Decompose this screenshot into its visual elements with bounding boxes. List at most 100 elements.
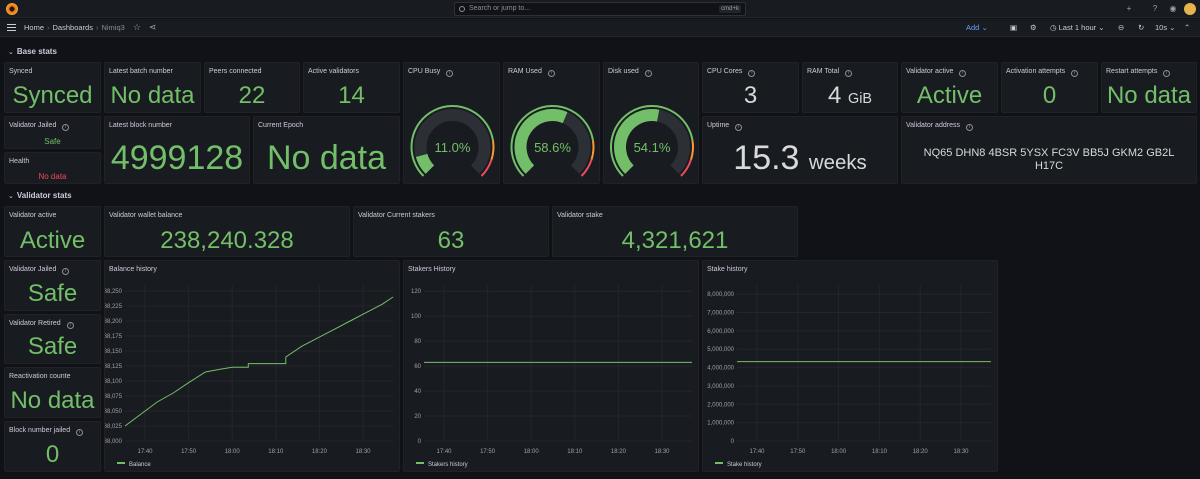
x-tick-label: 17:50 [480, 449, 496, 455]
refresh-interval[interactable]: 10s ⌄ [1155, 23, 1176, 32]
legend-label: Stake history [727, 462, 762, 468]
panel-synced[interactable]: Synced Synced [4, 62, 101, 113]
panel-title-text: Validator Jailed [9, 122, 57, 129]
share-icon[interactable]: ⋖ [149, 22, 157, 32]
row-base-stats[interactable]: ⌄ Base stats [8, 47, 57, 56]
chart-balance-history[interactable]: 238,000 238,025 238,050 238,075 238,100 238,1… [105, 261, 400, 472]
panel-block-jailed[interactable]: Block number jailed i 0 [4, 421, 101, 472]
panel-validator-jailed-base[interactable]: Validator Jailed i Safe [4, 116, 101, 149]
gauge-track [414, 109, 491, 174]
info-icon[interactable]: i [62, 268, 70, 275]
panel-stake[interactable]: Validator stake 4,321,621 [552, 206, 798, 257]
info-icon[interactable]: i [959, 70, 967, 77]
gauge-threshold-orange [690, 140, 694, 160]
row-validator-stats[interactable]: ⌄ Validator stats [8, 191, 72, 200]
stat-value: 15.3 weeks [703, 139, 897, 178]
panel-latest-batch[interactable]: Latest batch number No data [104, 62, 201, 113]
panel-title-text: Uptime [707, 122, 730, 129]
panel-uptime[interactable]: Uptime i 15.3 weeks [702, 116, 898, 184]
help-icon[interactable]: ? [1152, 4, 1158, 13]
panel-peers[interactable]: Peers connected 22 [204, 62, 300, 113]
chevron-down-icon: ⌄ [8, 49, 14, 56]
panel-validator-active[interactable]: Validator active Active [4, 206, 101, 257]
search-input[interactable]: Search or jump to... cmd+k [454, 2, 746, 16]
panel-title: Latest block number [109, 122, 173, 129]
legend-item[interactable]: Balance [117, 462, 151, 468]
panel-health[interactable]: Health No data [4, 152, 101, 184]
info-icon[interactable]: i [62, 124, 70, 131]
panel-title: Reactivation counte [9, 373, 71, 380]
avatar[interactable] [1184, 3, 1196, 15]
add-button[interactable]: Add ⌄ [966, 23, 988, 32]
breadcrumb-dashboards[interactable]: Dashboards [52, 23, 93, 32]
stat-number: 4 [827, 82, 842, 109]
plus-icon[interactable]: + [1126, 4, 1132, 13]
y-tick-label: 238,100 [105, 379, 123, 385]
refresh-interval-label: 10s [1155, 23, 1168, 32]
info-icon[interactable]: i [1071, 70, 1079, 77]
panel-validator-address[interactable]: Validator address i NQ65 DHN8 4BSR 5YSX F… [901, 116, 1197, 184]
panel-validator-active-base[interactable]: Validator active i Active [901, 62, 998, 113]
breadcrumb-home[interactable]: Home [24, 23, 45, 32]
panel-stakers-history[interactable]: Stakers History 0 20 40 60 80 100 120 17:40 17:5… [403, 260, 699, 472]
y-tick-label: 238,200 [105, 319, 123, 325]
panel-title: Peers connected [209, 68, 262, 75]
panel-wallet-balance[interactable]: Validator wallet balance 238,240.328 [104, 206, 350, 257]
gauge-threshold-red [580, 159, 593, 177]
panel-title: Latest batch number [109, 68, 173, 75]
gauge-value-arc [415, 153, 435, 174]
panel-cpu-cores[interactable]: CPU Cores i 3 [702, 62, 799, 113]
legend-item[interactable]: Stake history [715, 462, 762, 468]
refresh-icon[interactable]: ↻ [1138, 23, 1145, 32]
legend-swatch [117, 462, 125, 464]
panel-reactivation[interactable]: Reactivation counte No data [4, 367, 101, 418]
panel-cpu-busy[interactable]: CPU Busy i 11.0% [403, 62, 500, 184]
star-icon[interactable]: ☆ [133, 22, 142, 32]
rss-icon[interactable]: ◉ [1169, 4, 1177, 13]
panel-title: Validator active [9, 212, 57, 219]
y-tick-label: 0 [731, 439, 735, 445]
gauge-value-label: 11.0% [435, 140, 471, 155]
panel-ram-used[interactable]: RAM Used i 58.6% [503, 62, 600, 184]
save-icon[interactable]: ▣ [1010, 23, 1018, 32]
panel-title-text: Validator Jailed [9, 266, 57, 273]
zoom-out-icon[interactable]: ⊖ [1118, 23, 1125, 32]
menu-icon[interactable] [7, 24, 16, 31]
panel-activation-attempts[interactable]: Activation attempts i 0 [1001, 62, 1098, 113]
info-icon[interactable]: i [446, 70, 454, 77]
stat-value: Active [19, 227, 86, 254]
grafana-logo-icon[interactable] [6, 3, 18, 15]
panel-restart-attempts[interactable]: Restart attempts i No data [1101, 62, 1197, 113]
panel-balance-history[interactable]: Balance history 238,000238,025238,050238… [104, 260, 400, 472]
gauge-threshold-red [680, 159, 692, 177]
panel-title: Validator Jailed i [9, 266, 70, 275]
info-icon[interactable]: i [965, 124, 973, 131]
panel-stake-history[interactable]: Stake history 0 1,000,000 2,000,000 3,000,0… [702, 260, 998, 472]
collapse-icon[interactable]: ⌃ [1184, 23, 1191, 32]
panel-validator-jailed[interactable]: Validator Jailed i Safe [4, 260, 101, 311]
info-icon[interactable]: i [547, 70, 555, 77]
gear-icon[interactable]: ⚙ [1030, 23, 1037, 32]
info-icon[interactable]: i [66, 322, 74, 329]
panel-current-epoch[interactable]: Current Epoch No data [253, 116, 400, 184]
panel-current-stakers[interactable]: Validator Current stakers 63 [353, 206, 549, 257]
legend-item[interactable]: Stakers history [416, 462, 468, 468]
gauge-threshold-green [410, 105, 494, 177]
info-icon[interactable]: i [845, 70, 853, 77]
panel-latest-block[interactable]: Latest block number 4999128 [104, 116, 250, 184]
chart-stakers-history[interactable]: 0 20 40 60 80 100 120 17:40 17:50 18:00 18:10 18:20… [404, 261, 699, 472]
info-icon[interactable]: i [735, 124, 743, 131]
panel-title-text: Disk used [608, 68, 639, 75]
info-icon[interactable]: i [748, 70, 756, 77]
chart-stake-history[interactable]: 0 1,000,000 2,000,000 3,000,000 4,000,000 5,0… [703, 261, 998, 472]
gauge-threshold-orange [590, 140, 595, 160]
info-icon[interactable]: i [76, 429, 84, 436]
stat-value: 4 GiB [803, 82, 897, 110]
info-icon[interactable]: i [1163, 70, 1171, 77]
panel-disk-used[interactable]: Disk used i 54.1% [603, 62, 699, 184]
panel-active-validators[interactable]: Active validators 14 [303, 62, 400, 113]
panel-ram-total[interactable]: RAM Total i 4 GiB [802, 62, 898, 113]
panel-validator-retired[interactable]: Validator Retired i Safe [4, 314, 101, 364]
time-picker[interactable]: ◷ Last 1 hour ⌄ [1050, 23, 1105, 32]
info-icon[interactable]: i [644, 70, 652, 77]
